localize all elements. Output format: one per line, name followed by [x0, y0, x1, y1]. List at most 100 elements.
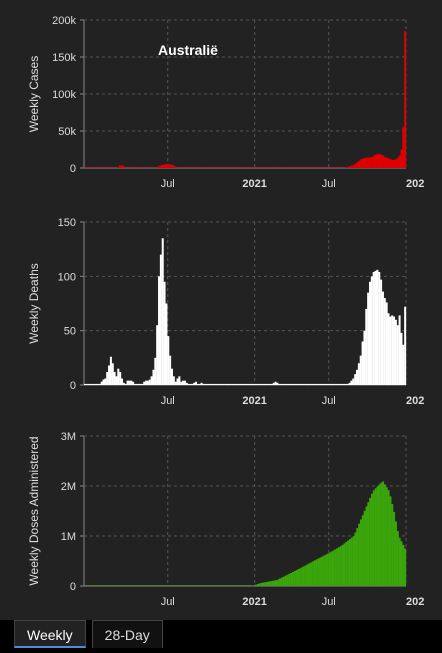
bar	[310, 562, 313, 586]
bar	[404, 548, 407, 586]
bar	[124, 383, 127, 385]
bar	[294, 167, 296, 168]
bar	[202, 167, 205, 168]
bar	[233, 383, 236, 385]
bar	[199, 585, 202, 586]
y-tick-label: 100k	[52, 89, 76, 101]
bar	[109, 585, 112, 586]
bar	[163, 585, 165, 586]
bar	[253, 585, 256, 586]
bar	[135, 383, 138, 385]
x-tick-label: Jul	[161, 596, 175, 608]
y-tick-label: 150k	[52, 52, 76, 64]
bar	[196, 585, 198, 586]
bar	[231, 585, 233, 586]
bar	[219, 383, 222, 385]
bar	[332, 550, 335, 586]
bar	[363, 510, 366, 586]
y-tick-label: 0	[70, 581, 76, 593]
bar	[128, 585, 130, 586]
bar	[164, 585, 167, 586]
tab-weekly[interactable]: Weekly	[14, 620, 86, 648]
bar	[196, 383, 199, 385]
charts-panel: 0 50k 100k 150k 200k Jul 2021 Jul 202 Weekly Case…	[0, 0, 442, 620]
bar	[150, 585, 152, 586]
bar	[268, 167, 271, 168]
bar	[104, 167, 106, 168]
bar	[206, 383, 209, 385]
bar	[157, 585, 160, 586]
x-tick-label: Jul	[322, 395, 336, 407]
bar	[235, 167, 238, 168]
x-tick-label: Jul	[322, 596, 336, 608]
bar	[356, 162, 359, 168]
bar	[402, 344, 405, 385]
bar	[174, 585, 176, 586]
bar	[111, 585, 114, 586]
bar	[85, 167, 88, 168]
bar	[201, 167, 203, 168]
bar	[250, 383, 253, 385]
bar	[404, 306, 407, 385]
x-tick-label: 202	[406, 178, 424, 190]
bar	[157, 166, 160, 168]
bar	[261, 383, 264, 385]
bar	[166, 164, 169, 168]
bar	[121, 378, 124, 385]
bar	[153, 585, 156, 586]
bar	[365, 506, 368, 586]
tab-28-day[interactable]: 28-Day	[91, 620, 163, 648]
bar	[389, 496, 392, 586]
bar	[187, 585, 189, 586]
bar	[138, 167, 141, 168]
bar	[207, 383, 210, 385]
bar	[87, 167, 90, 168]
bar	[169, 164, 172, 168]
bar	[96, 585, 99, 586]
bar	[367, 502, 370, 586]
bar	[380, 154, 383, 168]
bar	[176, 378, 179, 385]
bar	[115, 585, 117, 586]
bar	[85, 585, 88, 586]
bar	[296, 383, 299, 385]
bar	[380, 482, 383, 586]
bar	[182, 167, 185, 168]
bar	[208, 167, 210, 168]
bar	[385, 157, 388, 168]
bar	[329, 167, 331, 168]
bar	[352, 536, 355, 586]
bar	[387, 158, 390, 168]
y-tick-label: 0	[70, 380, 76, 392]
bar	[374, 488, 377, 586]
bar	[89, 383, 92, 385]
bar	[297, 569, 300, 586]
bar	[380, 279, 383, 385]
bar	[319, 383, 322, 385]
bar	[376, 486, 379, 586]
bar	[358, 523, 361, 586]
bar	[363, 158, 366, 168]
bar	[210, 167, 212, 168]
bar	[325, 167, 328, 168]
bar	[199, 167, 201, 168]
bar	[250, 167, 253, 168]
bar	[212, 585, 215, 586]
bar	[84, 585, 86, 586]
bar	[151, 167, 154, 168]
bar	[87, 383, 90, 385]
bar	[302, 566, 305, 586]
bar	[143, 381, 146, 385]
bar	[107, 585, 110, 586]
bar	[84, 383, 87, 385]
bar	[281, 167, 284, 168]
bar	[277, 167, 280, 168]
bar	[351, 165, 354, 168]
bar	[222, 383, 225, 385]
bar	[98, 585, 101, 586]
bar	[325, 554, 328, 586]
bar	[89, 167, 92, 168]
chart-title: Australië	[158, 42, 218, 58]
bar	[132, 381, 135, 385]
bar	[215, 167, 218, 168]
